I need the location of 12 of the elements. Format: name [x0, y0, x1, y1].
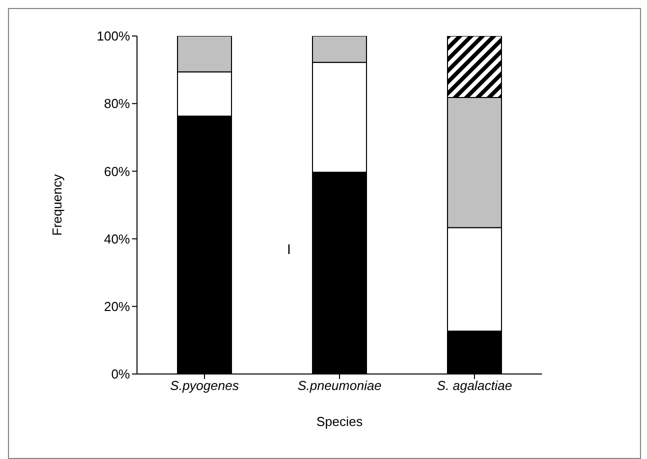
y-tick-label: 80%	[104, 96, 130, 112]
x-tick-label: S.pneumoniae	[298, 378, 382, 394]
y-tick-label: 20%	[104, 299, 130, 314]
x-tick-label: S.pyogenes	[170, 378, 240, 394]
y-tick-label: 100%	[96, 28, 130, 44]
y-axis-title: Frequency	[50, 174, 65, 236]
y-tick-label: 40%	[104, 231, 130, 246]
annotation: I	[287, 241, 291, 257]
y-tick-label: 60%	[104, 164, 130, 179]
y-tick-label: 0%	[111, 366, 130, 382]
x-tick-label: S. agalactiae	[436, 378, 512, 394]
x-axis-title: Species	[316, 414, 364, 429]
